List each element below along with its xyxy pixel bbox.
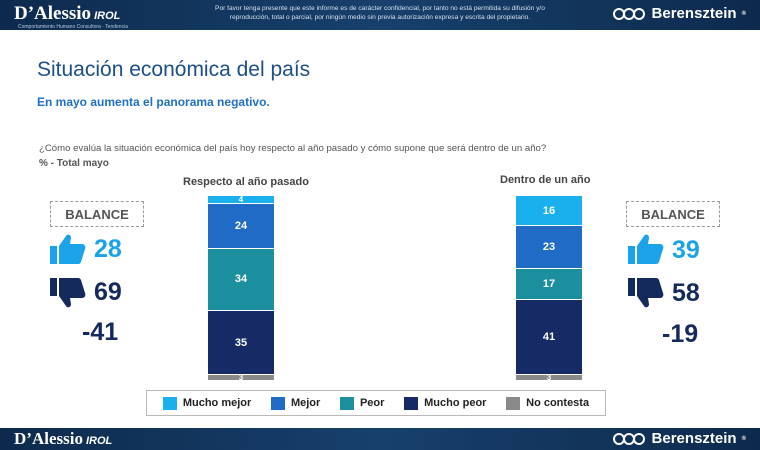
berensztein-logo: Berensztein ® <box>612 5 746 22</box>
bar-value-label: 3 <box>546 373 552 383</box>
bar-segment-mucho-mejor: 16 <box>516 196 582 226</box>
legend-item-mucho-mejor: Mucho mejor <box>162 396 252 410</box>
chart-title-next-year: Dentro de un año <box>500 174 591 186</box>
chart-title-past-year: Respecto al año pasado <box>183 176 309 188</box>
disclaimer-line-1: Por favor tenga presente que este inform… <box>215 5 545 12</box>
legend-swatch <box>404 396 419 410</box>
bar-segment-mucho-mejor: 4 <box>208 195 274 205</box>
bar-value-label: 17 <box>542 277 556 290</box>
berensztein-logo-text: Berensztein <box>651 5 737 22</box>
berensztein-rings-icon <box>612 432 647 446</box>
irol-logo-text: IROL <box>85 435 113 447</box>
balance-net-left: -41 <box>82 318 119 346</box>
thumbs-up-icon <box>628 234 664 264</box>
percentage-label: % - Total mayo <box>39 158 109 169</box>
bar-value-label: 4 <box>238 195 244 205</box>
legend-label: Mejor <box>290 397 321 409</box>
bar-value-label: 35 <box>234 336 248 349</box>
legend-item-peor: Peor <box>339 396 385 410</box>
survey-question: ¿Cómo evalúa la situación económica del … <box>39 143 547 154</box>
legend-swatch <box>162 396 177 410</box>
legend-label: Peor <box>359 397 385 409</box>
bar-value-label: 23 <box>542 241 556 254</box>
bar-segment-mejor: 24 <box>208 203 274 248</box>
balance-net-right: -19 <box>662 320 699 348</box>
berensztein-rings-icon <box>612 7 647 21</box>
dalessio-logo: D’Alessio IROL Comportamiento Humano Cons… <box>14 3 128 30</box>
legend-swatch <box>506 396 521 410</box>
disclaimer-line-2: reproducción, total o parcial, por ningú… <box>229 14 531 21</box>
bar-value-label: 34 <box>234 273 248 286</box>
chart-legend: Mucho mejor Mejor Peor Mucho peor No con… <box>146 390 606 416</box>
thumbs-down-icon <box>628 278 664 308</box>
dalessio-logo-text: D’Alessio <box>14 429 83 448</box>
bar-segment-peor: 17 <box>516 267 582 300</box>
legend-label: Mucho peor <box>424 397 487 409</box>
footer-bar: D’Alessio IROL Berensztein ® <box>0 428 760 450</box>
bar-segment-mucho-peor: 41 <box>516 299 582 375</box>
thumbs-up-icon <box>50 234 86 264</box>
balance-box-right: BALANCE <box>626 201 720 227</box>
bar-segment-no-contesta: 3 <box>516 373 582 383</box>
berensztein-logo: Berensztein ® <box>612 430 746 447</box>
page-title: Situación económica del país <box>37 58 311 81</box>
legend-item-no-contesta: No contesta <box>506 396 590 410</box>
bar-value-label: 41 <box>542 331 556 344</box>
legend-item-mejor: Mejor <box>270 396 321 410</box>
confidentiality-disclaimer: Por favor tenga presente que este inform… <box>180 4 580 22</box>
page-subtitle: En mayo aumenta el panorama negativo. <box>37 95 270 109</box>
bar-value-label: 16 <box>542 204 556 217</box>
legend-item-mucho-peor: Mucho peor <box>404 396 487 410</box>
bar-segment-mejor: 23 <box>516 225 582 268</box>
legend-label: No contesta <box>526 397 590 409</box>
balance-negative-left: 69 <box>94 278 122 306</box>
dalessio-logo-text: D’Alessio <box>14 3 92 24</box>
legend-label: Mucho mejor <box>182 397 252 409</box>
berensztein-logo-text: Berensztein <box>651 430 737 447</box>
dalessio-logo-tagline: Comportamiento Humano Consultora · Tende… <box>18 24 128 30</box>
dalessio-logo: D’Alessio IROL <box>14 429 112 449</box>
stacked-bar-next-year: 16 23 17 41 3 <box>516 196 582 383</box>
legend-swatch <box>339 396 354 410</box>
irol-logo-text: IROL <box>94 10 121 22</box>
balance-negative-right: 58 <box>672 279 700 307</box>
bar-segment-mucho-peor: 35 <box>208 310 274 375</box>
bar-value-label: 3 <box>238 373 244 383</box>
balance-box-left: BALANCE <box>50 201 144 227</box>
legend-swatch <box>270 396 285 410</box>
balance-positive-left: 28 <box>94 235 122 263</box>
bar-value-label: 24 <box>234 219 248 232</box>
header-bar: D’Alessio IROL Comportamiento Humano Cons… <box>0 0 760 30</box>
balance-positive-right: 39 <box>672 236 700 264</box>
bar-segment-peor: 34 <box>208 247 274 311</box>
stacked-bar-past-year: 4 24 34 35 3 <box>208 195 274 383</box>
bar-segment-no-contesta: 3 <box>208 373 274 383</box>
thumbs-down-icon <box>50 278 86 308</box>
